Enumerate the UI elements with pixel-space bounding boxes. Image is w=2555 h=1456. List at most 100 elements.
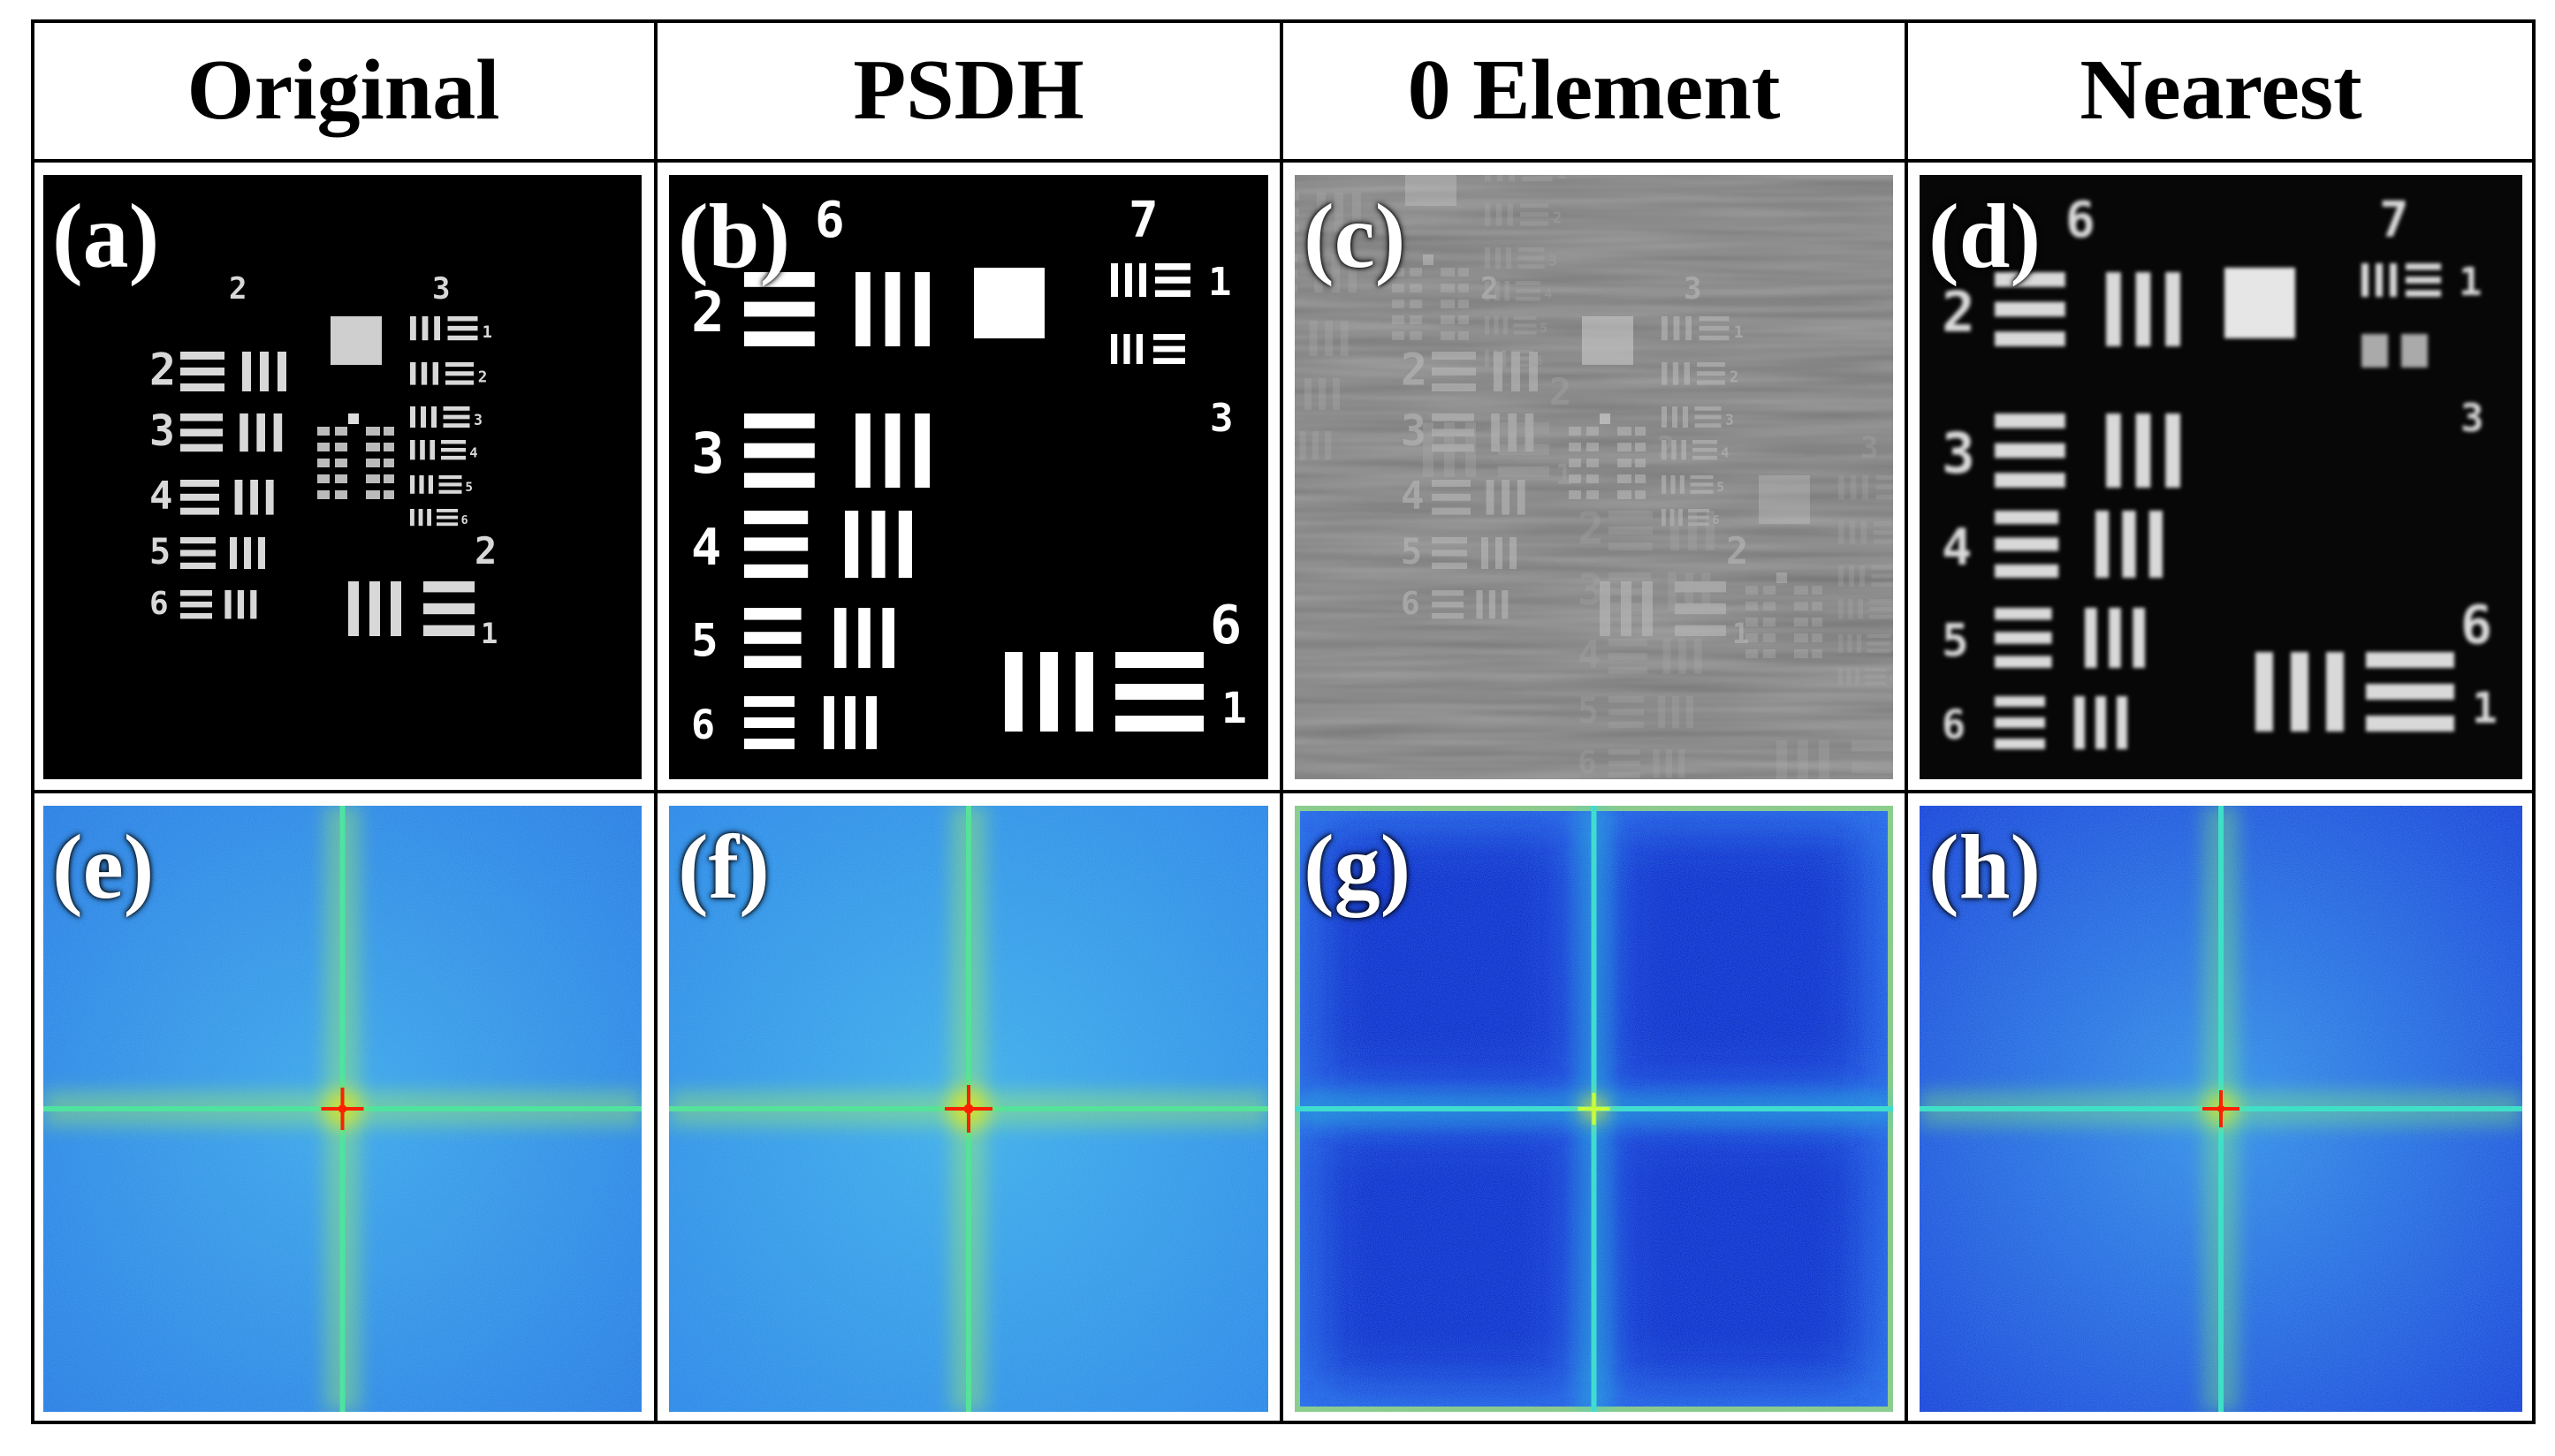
dc-peak bbox=[963, 1103, 974, 1114]
group-number: 3 bbox=[1210, 396, 1234, 441]
group-number: 3 bbox=[1548, 253, 1557, 269]
group-number: 2 bbox=[478, 368, 488, 386]
group-number: 5 bbox=[691, 615, 719, 667]
inner-group bbox=[1392, 254, 1469, 340]
horizontal-bars bbox=[1995, 696, 2045, 749]
group-number: 2 bbox=[1578, 504, 1604, 555]
horizontal-bars bbox=[1432, 352, 1476, 391]
horizontal-bars bbox=[1608, 573, 1651, 611]
horizontal-bars bbox=[180, 352, 224, 391]
dc-peak bbox=[338, 1104, 347, 1113]
vertical-bars bbox=[2361, 263, 2397, 297]
vertical-bars bbox=[1653, 749, 1685, 778]
group-number: 6 bbox=[1890, 673, 1893, 686]
group-number: 4 bbox=[469, 445, 477, 461]
group-number: 6 bbox=[2065, 192, 2095, 249]
vertical-bars bbox=[2106, 413, 2180, 488]
inner-group bbox=[1745, 573, 1822, 658]
group-number: 4 bbox=[1942, 519, 1972, 577]
horizontal-bars bbox=[744, 413, 815, 488]
group-number: 2 bbox=[1942, 280, 1975, 345]
vertical-bars bbox=[1838, 599, 1863, 619]
group-number: 2 bbox=[1401, 345, 1427, 396]
group-number: 2 bbox=[1726, 529, 1748, 573]
horizontal-bars bbox=[1871, 565, 1893, 587]
horizontal-bars bbox=[1688, 509, 1709, 527]
vertical-bars bbox=[1658, 696, 1693, 728]
group-number: 3 bbox=[1942, 421, 1975, 486]
horizontal-bars bbox=[180, 590, 212, 619]
group-number: 6 bbox=[461, 514, 468, 527]
group-number: 5 bbox=[465, 481, 473, 495]
group-number: 6 bbox=[1536, 355, 1543, 368]
group-number: 4 bbox=[691, 519, 721, 577]
grid-lines bbox=[31, 19, 2536, 1424]
vertical-bars bbox=[224, 590, 257, 619]
vertical-bars bbox=[230, 537, 265, 569]
vertical-bars bbox=[234, 480, 274, 515]
vertical-bars bbox=[1485, 350, 1506, 368]
horizontal-bars bbox=[423, 581, 475, 636]
vertical-bars bbox=[410, 475, 433, 494]
vertical-bars bbox=[1600, 581, 1653, 636]
horizontal-bars bbox=[1852, 740, 1893, 774]
group-number: 2 bbox=[475, 529, 497, 573]
panel-label-d: (d) bbox=[1928, 186, 2042, 287]
horizontal-bars bbox=[1995, 608, 2052, 668]
group-number: 2 bbox=[1730, 368, 1739, 386]
horizontal-bars bbox=[1432, 413, 1474, 452]
horizontal-bars bbox=[1867, 634, 1890, 653]
vertical-bars bbox=[1494, 352, 1538, 391]
horizontal-bars bbox=[1522, 176, 1553, 182]
panel-label-g: (g) bbox=[1304, 816, 1411, 918]
vertical-bars bbox=[1481, 537, 1517, 569]
vertical-bars bbox=[240, 413, 283, 452]
horizontal-bars bbox=[1694, 406, 1722, 428]
vertical-bars bbox=[1662, 440, 1686, 460]
horizontal-bars bbox=[1697, 362, 1725, 385]
panel-label-h: (h) bbox=[1928, 816, 2042, 918]
horizontal-bars bbox=[2366, 652, 2454, 732]
header-zero-element: 0 Element bbox=[1407, 42, 1781, 138]
vertical-bars bbox=[1662, 362, 1690, 385]
horizontal-bars bbox=[1511, 350, 1532, 368]
vertical-bars bbox=[1299, 431, 1332, 460]
vertical-bars bbox=[1838, 565, 1865, 587]
group-number: 3 bbox=[1578, 565, 1603, 615]
horizontal-bars bbox=[744, 511, 809, 578]
horizontal-bars bbox=[1874, 521, 1893, 544]
vertical-bars bbox=[1317, 193, 1361, 232]
group-number: 6 bbox=[1713, 514, 1720, 527]
vertical-bars bbox=[1776, 740, 1829, 779]
horizontal-bars bbox=[438, 475, 462, 494]
horizontal-bars bbox=[1520, 203, 1548, 226]
group-number: 6 bbox=[1401, 586, 1420, 622]
vertical-bars bbox=[1662, 639, 1702, 674]
panel-label-e: (e) bbox=[52, 816, 155, 918]
group-number: 6 bbox=[1578, 745, 1597, 779]
usaf-target-zoom: 6 7 2 3 4 5 6 1 3 6 1 bbox=[691, 192, 1247, 749]
horizontal-bars bbox=[1865, 668, 1886, 686]
horizontal-bars bbox=[1295, 254, 1297, 293]
group-number: 3 bbox=[149, 406, 175, 456]
horizontal-bars bbox=[1869, 599, 1893, 619]
group-number: 1 bbox=[1557, 175, 1567, 183]
vertical-bars bbox=[1309, 321, 1349, 356]
group-number: 2 bbox=[1480, 271, 1498, 307]
vertical-bars bbox=[1314, 254, 1357, 293]
vertical-bars bbox=[1838, 668, 1859, 686]
group-number: 6 bbox=[2460, 595, 2492, 656]
header-original: Original bbox=[186, 42, 500, 138]
vertical-bars bbox=[1838, 475, 1868, 500]
group-number: 1 bbox=[1221, 684, 1247, 733]
group-number: 1 bbox=[1555, 458, 1572, 491]
horizontal-bars bbox=[1432, 480, 1471, 515]
vertical-bars bbox=[1838, 634, 1861, 653]
horizontal-bars bbox=[744, 608, 802, 668]
vertical-bars bbox=[2074, 696, 2127, 749]
panel-d-nearest-target: 6 7 2 3 4 5 6 1 3 6 1 (d) bbox=[1920, 175, 2522, 779]
group-number: 5 bbox=[1716, 481, 1724, 495]
vertical-bars bbox=[2085, 608, 2145, 668]
horizontal-bars bbox=[744, 272, 815, 346]
